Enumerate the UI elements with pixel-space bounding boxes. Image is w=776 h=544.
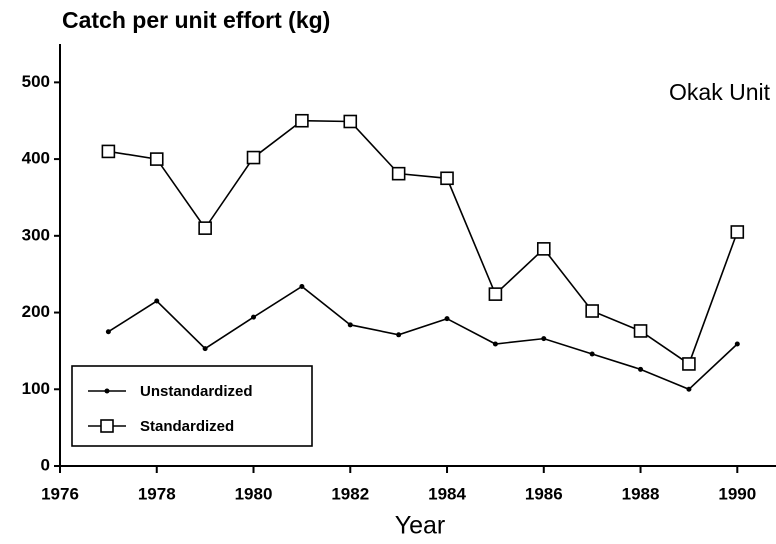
marker [347, 322, 353, 328]
marker [101, 144, 116, 159]
marker [444, 316, 450, 322]
marker [198, 221, 212, 235]
y-tick-label: 100 [22, 379, 50, 398]
marker [686, 386, 692, 392]
marker [202, 346, 208, 352]
marker [391, 166, 406, 181]
marker [488, 287, 503, 301]
x-tick-label: 1980 [235, 484, 273, 503]
marker [589, 351, 595, 357]
x-tick-label: 1982 [331, 484, 369, 503]
marker [105, 329, 111, 335]
marker [100, 419, 114, 433]
x-tick-label: 1984 [428, 484, 466, 503]
x-tick-label: 1990 [718, 484, 756, 503]
x-axis-label: Year [395, 512, 446, 540]
marker [440, 171, 454, 186]
y-tick-label: 200 [22, 302, 50, 321]
chart-title: Catch per unit effort (kg) [62, 7, 330, 33]
marker [104, 388, 110, 394]
series-line [107, 285, 738, 391]
marker [492, 341, 498, 347]
series-line [108, 119, 739, 366]
x-tick-label: 1976 [41, 484, 79, 503]
legend-label: Unstandardized [140, 383, 253, 400]
x-tick-label: 1986 [525, 484, 563, 503]
marker [734, 341, 740, 347]
y-tick-label: 0 [41, 455, 50, 474]
x-tick-label: 1978 [138, 484, 176, 503]
legend-label: Standardized [140, 418, 234, 435]
marker [638, 366, 644, 372]
y-tick-label: 400 [22, 149, 50, 168]
marker [299, 283, 305, 289]
marker [251, 314, 257, 320]
marker [730, 225, 745, 239]
y-tick-label: 300 [22, 225, 50, 244]
marker [154, 298, 160, 304]
marker [633, 324, 648, 338]
marker [541, 336, 547, 342]
x-tick-label: 1988 [622, 484, 660, 503]
marker [585, 304, 599, 318]
y-tick-label: 500 [22, 72, 50, 91]
marker [149, 152, 164, 166]
marker [295, 113, 309, 128]
marker [246, 150, 261, 165]
marker [536, 242, 551, 256]
marker [343, 114, 358, 129]
marker [396, 332, 402, 338]
marker [682, 357, 696, 371]
annotation: Okak Unit [669, 79, 771, 105]
